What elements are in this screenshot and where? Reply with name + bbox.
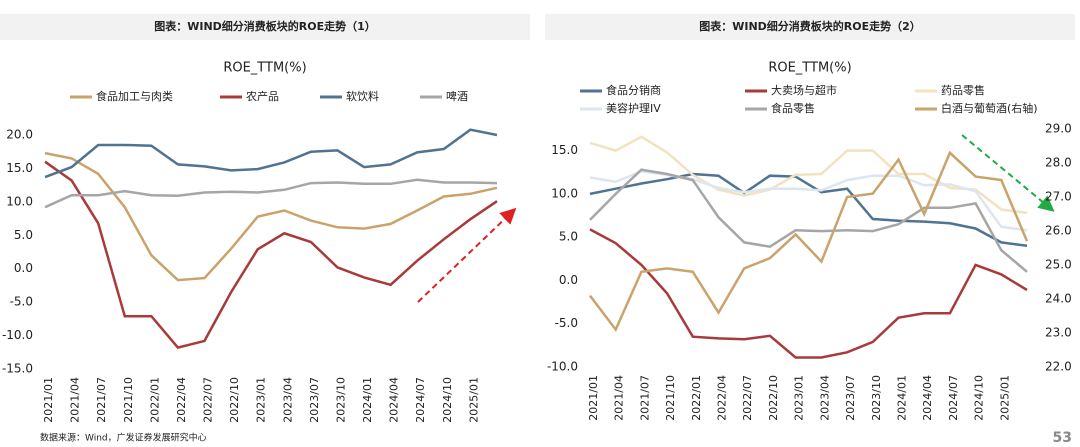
x-tick-label: 2025/01 [467,377,480,423]
x-tick-label: 2021/07 [95,377,108,423]
y-tick-label: 15.0 [6,161,33,175]
x-tick-label: 2022/04 [175,377,188,423]
x-tick-label: 2021/01 [587,375,600,421]
legend-label: 食品加工与肉类 [96,89,173,103]
y-tick-label: -15.0 [2,362,33,376]
x-tick-label: 2023/07 [308,377,321,423]
chart-title: 图表：WIND细分消费板块的ROE走势（1） [154,19,376,33]
legend-label: 大卖场与超市 [771,83,837,97]
x-tick-label: 2021/04 [69,377,82,423]
x-tick-label: 2023/10 [870,375,883,421]
series-line [589,228,1028,359]
x-tick-label: 2021/01 [42,377,55,423]
x-tick-label: 2023/10 [334,377,347,423]
y2-tick-label: 22.0 [1045,360,1072,374]
x-tick-label: 2021/07 [638,375,651,421]
x-tick-label: 2024/07 [414,377,427,423]
x-tick-label: 2021/10 [664,375,677,421]
x-tick-label: 2023/04 [281,377,294,423]
series-line [44,128,498,179]
x-tick-label: 2024/07 [947,375,960,421]
x-tick-label: 2024/10 [441,377,454,423]
legend-label: 白酒与葡萄酒(右轴) [941,101,1038,115]
chart-title: 图表：WIND细分消费板块的ROE走势（2） [699,19,921,33]
x-tick-label: 2024/10 [973,375,986,421]
x-tick-label: 2022/07 [202,377,215,423]
x-tick-label: 2023/01 [793,375,806,421]
y-tick-label: 10.0 [551,186,578,200]
x-tick-label: 2022/01 [690,375,703,421]
legend-label: 啤酒 [446,89,468,103]
y-tick-label: 10.0 [6,194,33,208]
y-tick-label: 15.0 [551,143,578,157]
header-bar [0,14,530,40]
x-tick-label: 2022/01 [148,377,161,423]
series-line [44,151,498,282]
legend-label: 食品分销商 [606,83,661,97]
x-tick-label: 2024/04 [388,377,401,423]
x-tick-label: 2023/01 [255,377,268,423]
y2-tick-label: 28.0 [1045,156,1072,170]
y-tick-label: 20.0 [6,128,33,142]
y-tick-label: -5.0 [555,316,578,330]
y2-tick-label: 29.0 [1045,122,1072,136]
series-line [589,172,1028,248]
source-note: 数据来源：Wind，广发证券发展研究中心 [40,432,207,444]
x-tick-label: 2021/10 [122,377,135,423]
y-tick-label: 5.0 [559,230,578,244]
y-tick-label: 0.0 [14,261,33,275]
chart-subtitle: ROE_TTM(%) [768,61,851,76]
series-line [44,160,498,350]
x-tick-label: 2024/01 [895,375,908,421]
x-tick-label: 2023/07 [844,375,857,421]
x-tick-label: 2022/10 [228,377,241,423]
legend-label: 药品零售 [941,83,985,97]
x-tick-label: 2024/01 [361,377,374,423]
series-line [589,150,1029,333]
series-line [589,135,1028,215]
x-tick-label: 2023/04 [818,375,831,421]
x-tick-label: 2025/01 [998,375,1011,421]
y-tick-label: -10.0 [2,328,33,342]
x-tick-label: 2022/04 [716,375,729,421]
y2-tick-label: 25.0 [1045,258,1072,272]
trend-arrow [417,207,517,303]
y2-tick-label: 27.0 [1045,190,1072,204]
x-tick-label: 2021/04 [613,375,626,421]
x-tick-label: 2022/07 [741,375,754,421]
y-tick-label: 0.0 [559,273,578,287]
legend-label: 食品零售 [771,101,815,115]
legend-label: 农产品 [246,89,279,103]
header-bar [545,14,1075,40]
x-tick-label: 2024/04 [921,375,934,421]
series-line [589,168,1028,273]
page-number: 53 [1053,430,1072,446]
legend-label: 软饮料 [346,89,379,103]
x-tick-label: 2022/10 [767,375,780,421]
y2-tick-label: 23.0 [1045,326,1072,340]
y-tick-label: -10.0 [547,360,578,374]
y2-tick-label: 26.0 [1045,224,1072,238]
trend-arrow [961,134,1055,212]
y-tick-label: -5.0 [10,295,33,309]
legend-label: 美容护理IV [606,101,661,115]
y2-tick-label: 24.0 [1045,292,1072,306]
chart-subtitle: ROE_TTM(%) [223,61,306,76]
y-tick-label: 5.0 [14,228,33,242]
series-line [44,178,498,209]
